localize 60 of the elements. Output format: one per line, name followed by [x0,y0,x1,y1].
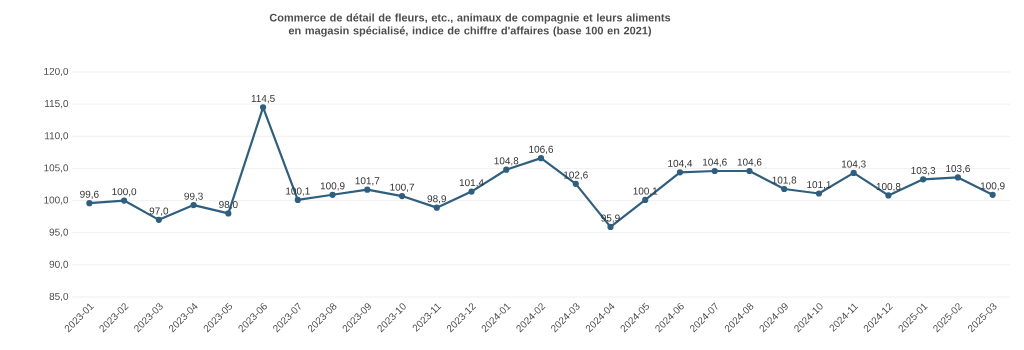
point [86,200,93,207]
point [329,191,336,198]
point [468,188,475,195]
data-label: 100,7 [390,183,415,192]
data-label: 97,0 [149,207,169,216]
data-label: 104,6 [737,158,762,167]
data-label: 114,5 [251,95,275,104]
point [885,192,892,199]
data-label: 98,9 [427,195,447,204]
point [711,167,718,175]
y-tick-label: 105,0 [44,164,69,173]
point [781,185,788,193]
data-label: 99,6 [80,190,99,199]
data-label: 100,0 [112,188,137,197]
point [294,196,301,204]
point [537,155,545,162]
data-label: 100,9 [980,182,1005,191]
data-label: 104,6 [703,158,727,167]
data-label: 104,4 [668,159,693,169]
data-label: 99,3 [184,192,203,201]
point [225,210,232,217]
y-tick-label: 120,0 [44,67,69,77]
y-tick-label: 110,0 [45,132,69,141]
data-label: 103,6 [946,165,970,174]
point [989,191,996,198]
data-label: 101,1 [807,181,831,190]
point [746,167,753,175]
point [850,169,857,177]
data-label: 103,3 [911,166,936,176]
data-label: 102,6 [564,171,588,180]
y-tick-label: 95,0 [49,228,69,237]
data-label: 101,7 [355,177,380,186]
chart-title: Commerce de détail de fleurs, etc., animaux de compagnie et leurs aliments en magasin spécialisé, indice de chiffre d'affaires (base 100 en 2021) [269,13,671,37]
point [398,192,406,200]
point [364,186,371,193]
point [572,180,579,187]
point [190,201,197,209]
y-tick-label: 85,0 [49,292,69,302]
point [121,197,128,204]
data-label: 104,3 [841,160,866,169]
data-label: 100,1 [633,187,658,196]
data-label: 101,4 [459,179,484,188]
data-label: 100,8 [876,183,901,192]
y-tick-label: 100,0 [44,196,69,205]
point [503,166,510,173]
point [155,216,162,223]
point [259,104,267,111]
point [815,190,823,197]
y-tick-label: 115,0 [45,100,69,109]
point [920,176,927,183]
data-label: 100,9 [320,182,345,191]
point [642,196,649,204]
data-label: 101,8 [772,176,797,185]
point [676,169,684,176]
y-tick-label: 90,0 [49,260,69,269]
data-label: 106,6 [529,145,554,154]
data-label: 104,8 [494,157,519,166]
point [954,174,961,181]
point [607,223,614,231]
point [433,204,440,211]
